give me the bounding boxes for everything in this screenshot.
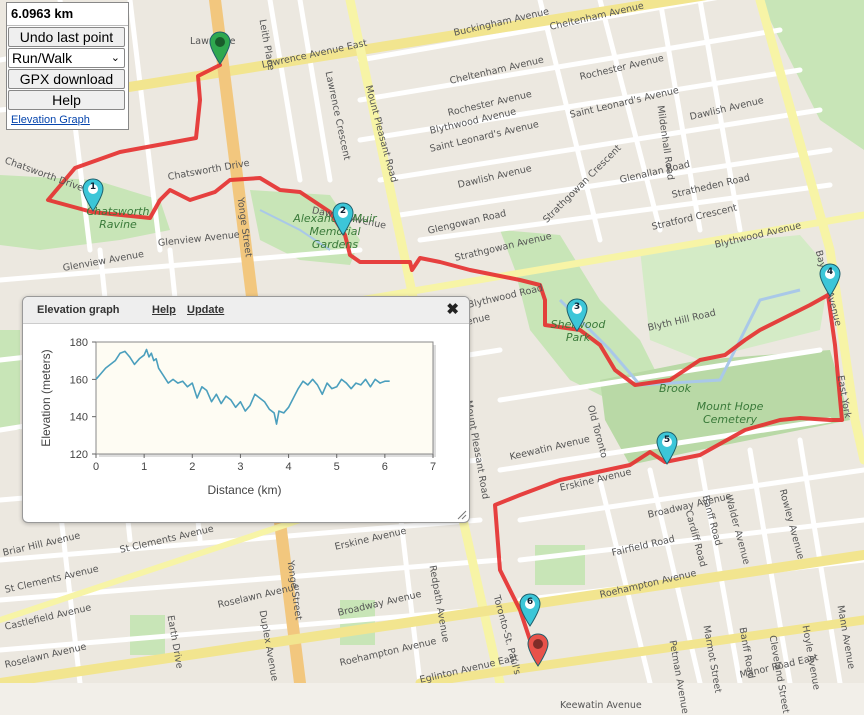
park-label: Mount Hope Cemetery: [696, 400, 764, 426]
ne-park: [760, 0, 864, 150]
y-tick-label: 160: [70, 374, 88, 386]
park-label: Sherwood Park: [551, 318, 606, 344]
route-marker-5[interactable]: 5: [656, 431, 678, 465]
undo-button[interactable]: Undo last point: [8, 27, 125, 47]
route-marker-2[interactable]: 2: [332, 202, 354, 236]
close-icon[interactable]: ✖: [446, 301, 459, 318]
elevation-graph-link[interactable]: Elevation Graph: [11, 114, 90, 126]
route-marker-3[interactable]: 3: [566, 298, 588, 332]
end-marker[interactable]: [527, 633, 549, 667]
map-pin-icon: [656, 431, 678, 465]
route-controls: 6.0963 km Undo last point Run/Walk ⌄ GPX…: [6, 2, 129, 130]
distance-readout: 6.0963 km: [7, 3, 128, 26]
park-label: Brook: [659, 382, 691, 395]
brook: [558, 288, 801, 387]
map-pin-icon: [566, 298, 588, 332]
elevation-panel: Elevation graph Help Update ✖ 0 1 2 3 4 5 6 7 12…: [22, 296, 470, 523]
map-pin-icon: [527, 633, 549, 667]
map-pin-icon: [332, 202, 354, 236]
route-marker-1[interactable]: 1: [82, 178, 104, 212]
y-tick-label: 120: [70, 449, 88, 461]
start-marker[interactable]: [209, 31, 231, 65]
gpx-download-button[interactable]: GPX download: [8, 69, 125, 89]
route-marker-4[interactable]: 4: [819, 263, 841, 297]
route-marker-label: 4: [826, 267, 834, 277]
y-axis-label: Elevation (meters): [39, 349, 53, 446]
x-axis-label: Distance (km): [207, 483, 281, 497]
x-tick-label: 1: [141, 461, 147, 473]
mode-select[interactable]: Run/Walk ⌄: [8, 48, 125, 68]
alexander-muir-gardens: [250, 190, 360, 265]
park-label: Chatsworth Ravine: [86, 205, 150, 231]
y-tick-label: 140: [70, 412, 88, 424]
route-marker-label: 6: [526, 597, 534, 607]
x-tick-label: 6: [382, 461, 388, 473]
resize-handle-icon[interactable]: [455, 508, 467, 520]
plot-area: [95, 341, 434, 455]
route-marker-label: 1: [89, 182, 97, 192]
map-pin-icon: [519, 593, 541, 627]
x-tick-label: 5: [334, 461, 340, 473]
route-marker-label: 5: [663, 435, 671, 445]
help-button[interactable]: Help: [8, 90, 125, 110]
elevation-update-link[interactable]: Update: [187, 304, 225, 316]
x-tick-label: 3: [237, 461, 243, 473]
mode-select-value: Run/Walk: [12, 50, 73, 66]
route-marker-label: 3: [573, 302, 581, 312]
elevation-chart: 0 1 2 3 4 5 6 7 120 140 160 180 Distance (km) Elevati…: [39, 337, 436, 497]
map-pin-icon: [209, 31, 231, 65]
ravine-green: [640, 235, 830, 360]
chevron-down-icon: ⌄: [110, 52, 120, 64]
elevation-panel-header[interactable]: Elevation graph Help Update ✖: [23, 297, 469, 324]
street-label: Keewatin Avenue: [560, 700, 642, 711]
elevation-help-link[interactable]: Help: [152, 304, 176, 316]
x-tick-label: 7: [430, 461, 436, 473]
x-tick-label: 2: [189, 461, 195, 473]
x-tick-label: 4: [286, 461, 292, 473]
x-tick-label: 0: [93, 461, 99, 473]
route-marker-label: 2: [339, 206, 347, 216]
elevation-panel-title: Elevation graph: [37, 304, 120, 316]
route-line: [46, 63, 844, 657]
elevation-series-line: [95, 348, 390, 425]
y-tick-label: 180: [70, 337, 88, 349]
map-pin-icon: [82, 178, 104, 212]
map-pin-icon: [819, 263, 841, 297]
route-marker-6[interactable]: 6: [519, 593, 541, 627]
